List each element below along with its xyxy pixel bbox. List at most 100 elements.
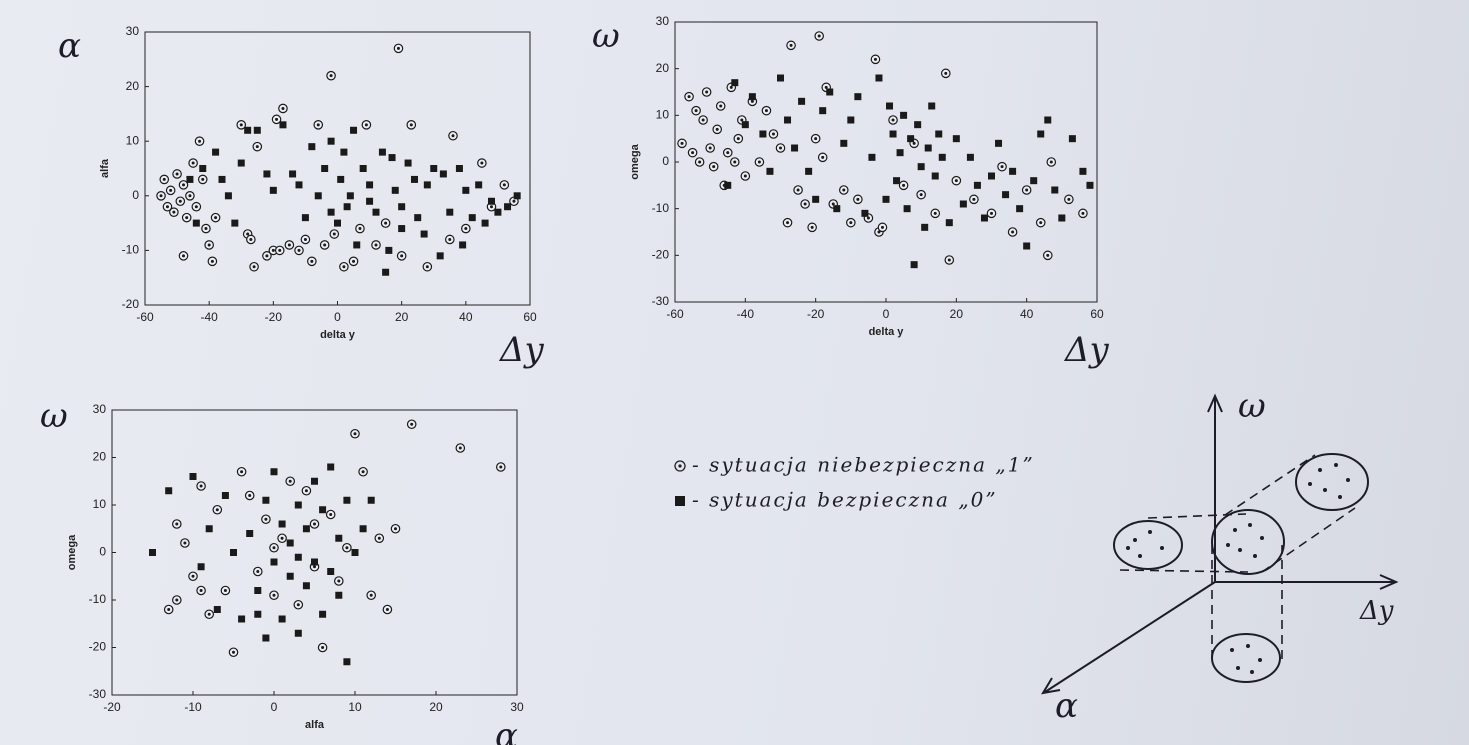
point <box>236 466 247 477</box>
hand-annotation: ω <box>40 396 68 436</box>
point <box>951 175 962 186</box>
point-dot <box>332 232 336 236</box>
diagram-label: ω <box>1238 386 1266 426</box>
point-dot <box>1067 197 1071 201</box>
point <box>204 240 214 250</box>
point <box>406 419 417 430</box>
point <box>1086 181 1094 189</box>
point <box>359 525 367 533</box>
point-dot <box>954 179 958 183</box>
hand-annotation: α <box>58 26 81 66</box>
point-dot <box>191 161 195 165</box>
point <box>278 520 286 528</box>
point <box>807 222 817 233</box>
point-dot <box>345 546 349 550</box>
x-tick-label: 0 <box>334 310 341 324</box>
point <box>270 558 278 566</box>
point <box>333 576 344 586</box>
diagram-label: Δy <box>1359 596 1394 626</box>
point-dot <box>358 227 362 231</box>
point-dot <box>169 188 173 192</box>
x-tick-label: 60 <box>523 310 537 324</box>
point <box>406 120 417 130</box>
point <box>277 533 287 544</box>
point <box>380 218 391 228</box>
point <box>846 217 856 228</box>
point <box>833 205 841 213</box>
point-dot <box>296 603 300 607</box>
point-dot <box>275 117 279 121</box>
point-dot <box>733 160 737 164</box>
point <box>269 542 279 553</box>
point <box>343 658 351 666</box>
point <box>945 219 953 227</box>
point-dot <box>512 199 516 203</box>
point-dot <box>736 137 740 141</box>
y-tick-label: 30 <box>93 402 107 416</box>
point <box>359 165 367 172</box>
point <box>997 161 1007 172</box>
point <box>314 192 322 200</box>
point <box>197 563 205 571</box>
point <box>494 208 502 216</box>
point-dot <box>396 46 400 50</box>
point-dot <box>321 646 325 649</box>
x-tick-label: 60 <box>1090 307 1104 321</box>
point <box>896 149 904 157</box>
cluster-ellipse <box>1295 453 1369 511</box>
point-dot <box>185 216 189 220</box>
point <box>172 519 182 529</box>
point <box>459 241 467 249</box>
point <box>319 610 327 618</box>
point-dot <box>182 254 185 258</box>
point <box>900 111 908 119</box>
point <box>917 163 925 171</box>
y-tick-label: 20 <box>93 450 107 464</box>
x-axis-label: delta y <box>320 329 356 341</box>
point <box>252 566 263 577</box>
point-dot <box>329 74 333 78</box>
point <box>798 97 806 105</box>
y-tick-label: -10 <box>652 201 670 215</box>
diagram-label: α <box>1055 686 1078 726</box>
point <box>335 534 343 542</box>
point <box>270 468 278 476</box>
point <box>301 485 312 496</box>
point <box>350 428 360 439</box>
point-dot <box>342 265 346 269</box>
point-dot <box>779 146 782 150</box>
point-dot <box>248 494 252 497</box>
point <box>439 170 447 178</box>
point <box>411 175 418 183</box>
projection-ellipse <box>1113 520 1183 570</box>
point <box>382 268 390 276</box>
point <box>903 205 911 213</box>
point-dot <box>159 194 163 198</box>
legend-marker-dot <box>678 464 682 468</box>
point-dot <box>856 197 860 201</box>
point <box>294 501 302 509</box>
point <box>238 615 246 623</box>
point-dot <box>364 123 368 127</box>
point <box>342 542 352 553</box>
x-axis-label: alfa <box>305 719 325 731</box>
point-dot <box>750 99 754 103</box>
y-tick-label: -10 <box>122 243 140 257</box>
point <box>791 144 799 152</box>
point <box>327 208 335 216</box>
point <box>495 462 506 472</box>
point <box>462 186 470 194</box>
point <box>293 599 304 610</box>
point <box>715 101 726 111</box>
arrow-head <box>1379 574 1399 590</box>
point <box>178 180 189 190</box>
point <box>355 223 365 234</box>
point-dot <box>182 183 185 187</box>
point-dot <box>272 593 276 597</box>
point <box>274 245 285 256</box>
point <box>337 175 345 183</box>
point-dot <box>849 221 853 225</box>
point-dot <box>178 199 182 203</box>
point <box>196 585 206 596</box>
point <box>165 185 176 196</box>
